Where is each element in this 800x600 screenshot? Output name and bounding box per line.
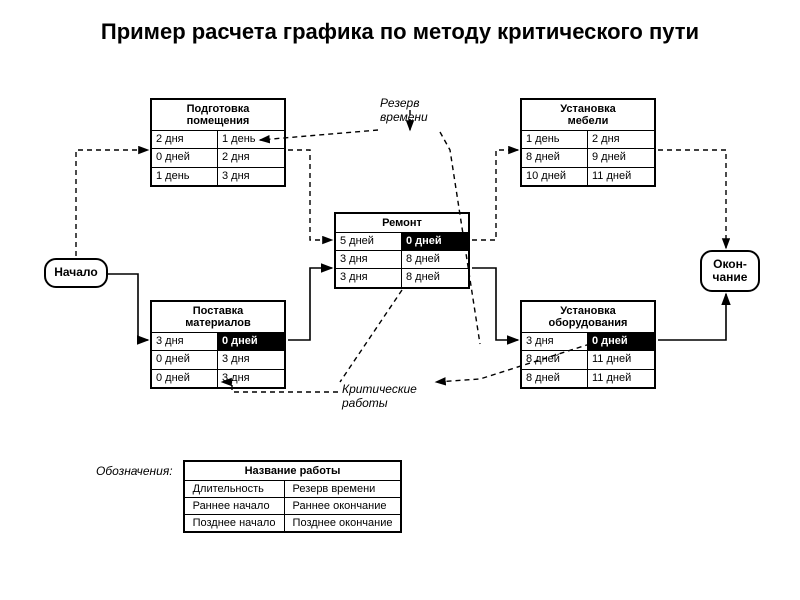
cell-left: 8 дней xyxy=(522,370,588,387)
legend-row: Раннее началоРаннее окончание xyxy=(184,498,402,515)
legend-cell: Раннее начало xyxy=(184,498,284,515)
workbox-row: 10 дней11 дней xyxy=(522,168,654,185)
cell-right: 9 дней xyxy=(588,149,654,166)
legend-header: Название работы xyxy=(184,461,402,481)
cell-left: 0 дней xyxy=(152,351,218,368)
legend: Обозначения: Название работы Длительност… xyxy=(96,460,402,533)
edge xyxy=(658,150,726,248)
legend-cell: Длительность xyxy=(184,481,284,498)
cell-right: 8 дней xyxy=(402,269,468,286)
legend-cell: Резерв времени xyxy=(284,481,401,498)
legend-table: Название работы ДлительностьРезерв време… xyxy=(183,460,403,533)
cell-right: 11 дней xyxy=(588,370,654,387)
edge xyxy=(76,150,148,256)
workbox-equipment: Установка оборудования3 дня0 дней8 дней1… xyxy=(520,300,656,389)
workbox-title: Установка оборудования xyxy=(522,302,654,333)
edge xyxy=(288,268,332,340)
workbox-row: 0 дней3 дня xyxy=(152,370,284,387)
workbox-row: 8 дней11 дней xyxy=(522,370,654,387)
edge xyxy=(340,290,402,382)
cell-left: 3 дня xyxy=(336,251,402,268)
workbox-row: 1 день3 дня xyxy=(152,168,284,185)
workbox-title: Поставка материалов xyxy=(152,302,284,333)
cell-right: 3 дня xyxy=(218,168,284,185)
legend-label: Обозначения: xyxy=(96,460,173,478)
cell-left: 5 дней xyxy=(336,233,402,250)
workbox-row: 1 день2 дня xyxy=(522,131,654,149)
cell-right: 0 дней xyxy=(402,233,468,250)
cell-right: 8 дней xyxy=(402,251,468,268)
legend-cell: Раннее окончание xyxy=(284,498,401,515)
edge xyxy=(472,150,518,240)
workbox-row: 0 дней2 дня xyxy=(152,149,284,167)
workbox-row: 3 дня0 дней xyxy=(152,333,284,351)
workbox-furniture: Установка мебели1 день2 дня8 дней9 дней1… xyxy=(520,98,656,187)
edge xyxy=(658,294,726,340)
cell-left: 10 дней xyxy=(522,168,588,185)
workbox-title: Ремонт xyxy=(336,214,468,233)
edge xyxy=(108,274,148,340)
cell-left: 3 дня xyxy=(336,269,402,286)
label-reserve: Резерв времени xyxy=(380,96,428,124)
cell-right: 2 дня xyxy=(218,149,284,166)
cell-right: 11 дней xyxy=(588,351,654,368)
cell-right: 11 дней xyxy=(588,168,654,185)
cell-left: 3 дня xyxy=(152,333,218,350)
cell-left: 1 день xyxy=(152,168,218,185)
cell-left: 2 дня xyxy=(152,131,218,148)
legend-cell: Позднее окончание xyxy=(284,515,401,533)
workbox-repair: Ремонт5 дней0 дней3 дня8 дней3 дня8 дней xyxy=(334,212,470,289)
cell-left: 3 дня xyxy=(522,333,588,350)
workbox-row: 3 дня0 дней xyxy=(522,333,654,351)
legend-row: Позднее началоПозднее окончание xyxy=(184,515,402,533)
workbox-row: 3 дня8 дней xyxy=(336,269,468,286)
page-title: Пример расчета графика по методу критиче… xyxy=(0,0,800,46)
workbox-title: Подготовка помещения xyxy=(152,100,284,131)
cell-right: 3 дня xyxy=(218,351,284,368)
workbox-row: 8 дней11 дней xyxy=(522,351,654,369)
workbox-title: Установка мебели xyxy=(522,100,654,131)
workbox-row: 2 дня1 день xyxy=(152,131,284,149)
cell-right: 0 дней xyxy=(218,333,284,350)
workbox-row: 8 дней9 дней xyxy=(522,149,654,167)
cell-left: 1 день xyxy=(522,131,588,148)
workbox-supply: Поставка материалов3 дня0 дней0 дней3 дн… xyxy=(150,300,286,389)
cell-left: 0 дней xyxy=(152,370,218,387)
legend-cell: Позднее начало xyxy=(184,515,284,533)
edge xyxy=(288,150,332,240)
workbox-row: 0 дней3 дня xyxy=(152,351,284,369)
edge xyxy=(472,268,518,340)
workbox-row: 5 дней0 дней xyxy=(336,233,468,251)
label-critical: Критические работы xyxy=(342,382,417,410)
workbox-row: 3 дня8 дней xyxy=(336,251,468,269)
terminal-end: Окон- чание xyxy=(700,250,760,292)
cell-left: 8 дней xyxy=(522,149,588,166)
cell-left: 0 дней xyxy=(152,149,218,166)
cell-right: 1 день xyxy=(218,131,284,148)
cell-right: 0 дней xyxy=(588,333,654,350)
cell-right: 3 дня xyxy=(218,370,284,387)
cell-left: 8 дней xyxy=(522,351,588,368)
legend-row: ДлительностьРезерв времени xyxy=(184,481,402,498)
cell-right: 2 дня xyxy=(588,131,654,148)
workbox-prep: Подготовка помещения2 дня1 день0 дней2 д… xyxy=(150,98,286,187)
terminal-start: Начало xyxy=(44,258,108,288)
